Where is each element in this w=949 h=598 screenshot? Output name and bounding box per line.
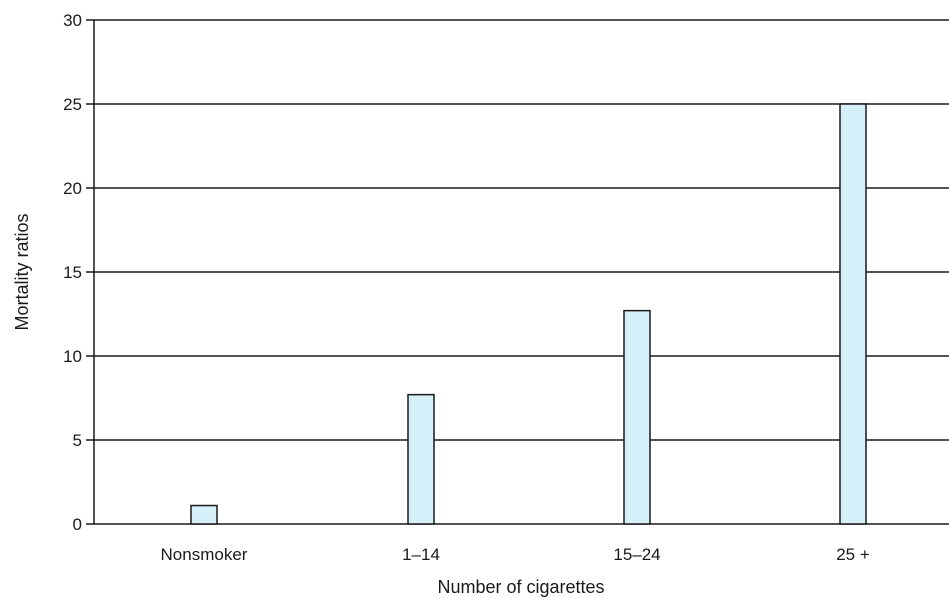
bar-1 bbox=[407, 393, 435, 525]
y-tick-label-5: 5 bbox=[73, 431, 82, 450]
y-axis-title: Mortality ratios bbox=[12, 213, 32, 330]
x-axis-title: Number of cigarettes bbox=[437, 577, 604, 597]
y-tick-label-10: 10 bbox=[63, 347, 82, 366]
x-tick-label-0: Nonsmoker bbox=[161, 545, 248, 564]
y-tick-label-15: 15 bbox=[63, 263, 82, 282]
x-axis-ticks: Nonsmoker 1–14 15–24 25 + bbox=[161, 545, 870, 564]
x-tick-label-1: 1–14 bbox=[402, 545, 440, 564]
bar-0 bbox=[190, 504, 218, 525]
y-tick-label-25: 25 bbox=[63, 95, 82, 114]
x-tick-label-3: 25 + bbox=[836, 545, 870, 564]
x-tick-label-2: 15–24 bbox=[613, 545, 660, 564]
bar-3 bbox=[839, 103, 867, 525]
y-tick-label-30: 30 bbox=[63, 11, 82, 30]
bars bbox=[190, 103, 867, 525]
y-tick-label-20: 20 bbox=[63, 179, 82, 198]
y-tick-label-0: 0 bbox=[73, 515, 82, 534]
y-axis-ticks: 0 5 10 15 20 25 30 bbox=[63, 11, 94, 534]
gridlines bbox=[94, 19, 949, 525]
bar-2 bbox=[623, 309, 651, 525]
